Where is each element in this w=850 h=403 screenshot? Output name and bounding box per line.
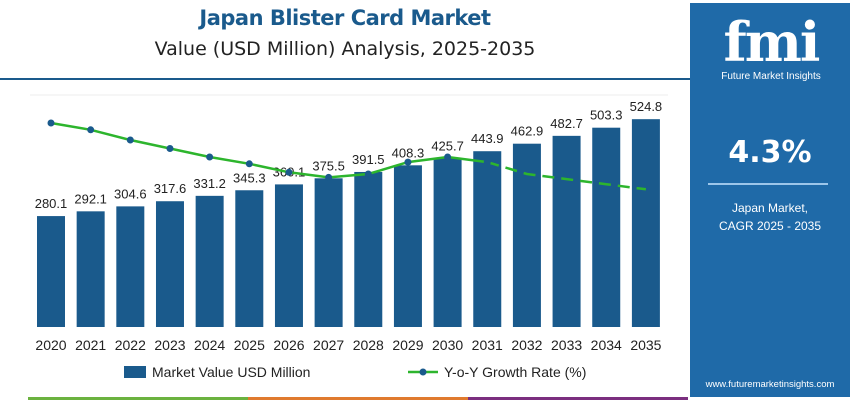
color-strip (28, 397, 688, 400)
bar-swatch-icon (124, 366, 146, 378)
bar-2032 (512, 143, 541, 327)
strip-segment (28, 397, 248, 400)
growth-point-2024 (206, 153, 214, 161)
bar-2024 (195, 195, 224, 327)
legend-label-line: Y-o-Y Growth Rate (%) (444, 364, 587, 380)
bar-label-2023: 317.6 (154, 181, 187, 196)
strip-segment (248, 397, 468, 400)
chart-title: Japan Blister Card Market (199, 6, 491, 30)
bar-label-2029: 408.3 (392, 145, 425, 160)
header-divider (0, 78, 690, 80)
sidebar-panel: fmi Future Market Insights 4.3% Japan Ma… (690, 3, 850, 397)
legend-item-line: Y-o-Y Growth Rate (%) (408, 364, 586, 380)
bar-label-2033: 482.7 (550, 116, 583, 131)
x-tick-2020: 2020 (35, 337, 66, 353)
chart-area: 280.1 2020 292.1 2021 304.6 2022 317.6 2023 331.… (30, 94, 668, 353)
strip-segment (468, 397, 688, 400)
bar-2030 (433, 158, 462, 327)
bar-label-2024: 331.2 (193, 176, 226, 191)
growth-point-2026 (285, 168, 293, 176)
cagr-divider (708, 183, 828, 185)
growth-line-solid (50, 121, 488, 179)
x-tick-2029: 2029 (392, 337, 423, 353)
bar-2029 (393, 165, 422, 327)
growth-point-2027 (325, 173, 333, 181)
growth-point-2030 (444, 153, 452, 161)
growth-point-2029 (404, 158, 412, 166)
bar-label-2027: 375.5 (312, 158, 345, 173)
x-tick-2028: 2028 (353, 337, 384, 353)
cagr-label: Japan Market, CAGR 2025 - 2035 (690, 199, 850, 235)
bar-2027 (314, 178, 343, 327)
cagr-label-line1: Japan Market, (731, 201, 809, 215)
legend-item-bar: Market Value USD Million (124, 364, 310, 380)
bar-label-2034: 503.3 (590, 108, 623, 123)
x-tick-2026: 2026 (273, 337, 304, 353)
x-tick-2024: 2024 (194, 337, 225, 353)
bar-label-2030: 425.7 (431, 138, 464, 153)
x-tick-2025: 2025 (234, 337, 265, 353)
x-tick-2033: 2033 (551, 337, 582, 353)
growth-point-2023 (166, 145, 174, 152)
bar-label-2028: 391.5 (352, 152, 385, 167)
growth-point-2031 (483, 158, 491, 166)
x-tick-2021: 2021 (75, 337, 106, 353)
bar-2020 (37, 216, 65, 327)
bar-label-2032: 462.9 (511, 124, 544, 139)
bar-2026 (274, 184, 303, 327)
bar-2023 (155, 201, 184, 327)
bar-label-2022: 304.6 (114, 186, 147, 201)
chart-subtitle: Value (USD Million) Analysis, 2025-2035 (154, 38, 536, 60)
bar-2028 (354, 171, 383, 327)
x-tick-2030: 2030 (432, 337, 463, 353)
fmi-logo: fmi Future Market Insights (716, 13, 826, 82)
logo-caption: Future Market Insights (721, 71, 821, 82)
bar-label-2035: 524.8 (630, 99, 663, 114)
bar-2035 (631, 119, 660, 327)
bar-2022 (116, 206, 145, 327)
cagr-label-line2: CAGR 2025 - 2035 (718, 219, 822, 233)
bar-2033 (552, 135, 581, 327)
x-tick-2022: 2022 (115, 337, 146, 353)
bar-2021 (76, 211, 105, 327)
cagr-value: 4.3% (728, 135, 812, 170)
x-tick-2027: 2027 (313, 337, 344, 353)
bar-2025 (235, 190, 264, 327)
legend-label-bar: Market Value USD Million (152, 364, 311, 380)
website-url[interactable]: www.futuremarketinsights.com (705, 379, 835, 390)
bar-2031 (473, 151, 502, 327)
logo-mark: fmi (723, 10, 821, 74)
bar-2034 (592, 127, 621, 327)
x-tick-2032: 2032 (511, 337, 542, 353)
bar-label-2021: 292.1 (74, 191, 107, 206)
x-tick-2034: 2034 (591, 337, 622, 353)
growth-point-2025 (245, 160, 253, 168)
x-tick-2023: 2023 (154, 337, 185, 353)
growth-line-dashed (486, 160, 647, 191)
growth-point-2020 (47, 119, 55, 127)
growth-point-2021 (87, 126, 95, 134)
growth-point-2028 (364, 170, 372, 178)
bar-label-2025: 345.3 (233, 170, 266, 185)
x-tick-2035: 2035 (630, 337, 661, 353)
x-tick-2031: 2031 (472, 337, 503, 353)
line-swatch-icon (408, 368, 438, 376)
bar-label-2020: 280.1 (35, 196, 68, 211)
growth-point-2022 (126, 136, 134, 144)
bar-label-2031: 443.9 (471, 131, 504, 146)
